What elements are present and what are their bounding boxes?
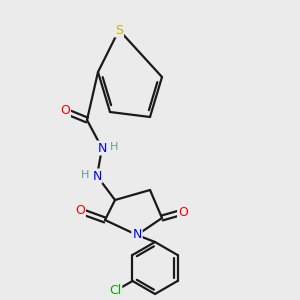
Text: O: O	[60, 104, 70, 118]
Text: H: H	[81, 170, 89, 180]
Text: O: O	[178, 206, 188, 218]
Text: H: H	[110, 142, 118, 152]
Text: Cl: Cl	[109, 284, 121, 298]
Text: S: S	[115, 23, 123, 37]
Text: N: N	[132, 229, 142, 242]
Text: O: O	[75, 205, 85, 218]
Text: N: N	[97, 142, 107, 154]
Text: N: N	[92, 169, 102, 182]
